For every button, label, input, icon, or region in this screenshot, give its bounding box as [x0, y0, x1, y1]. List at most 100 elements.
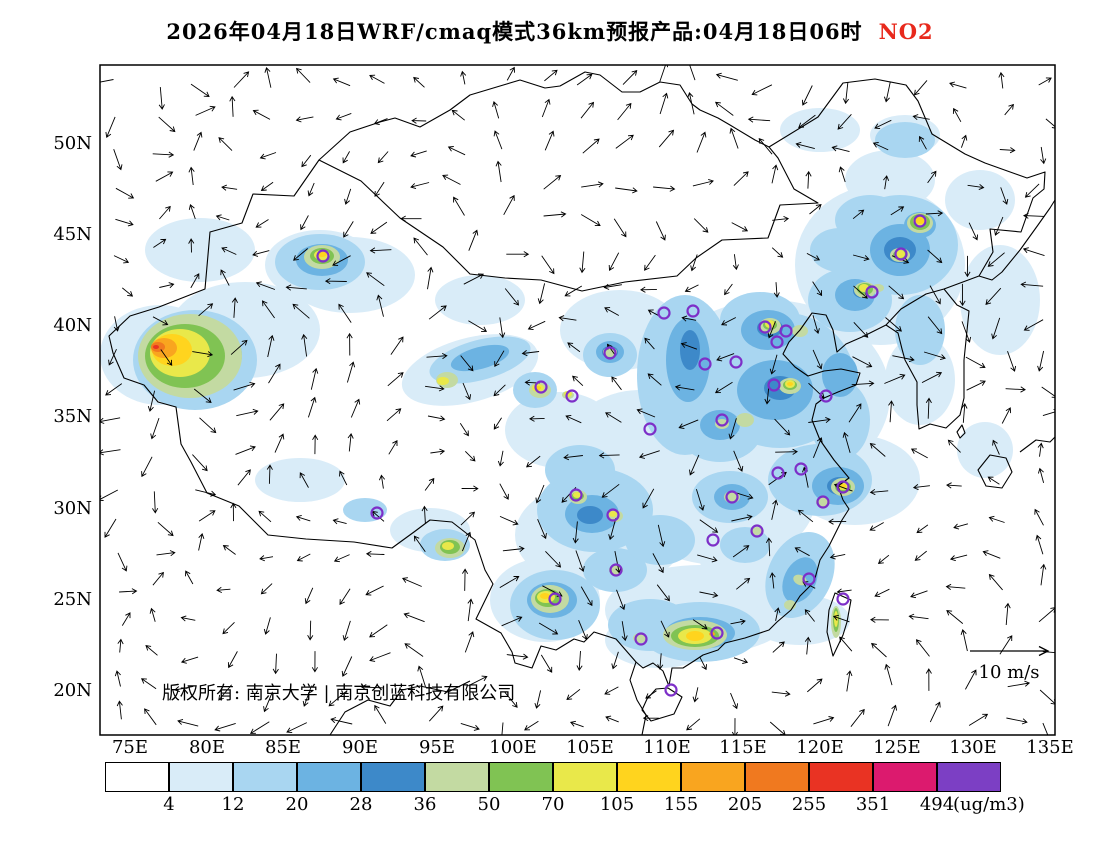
wind-arrow [537, 283, 546, 305]
colorbar-tick-label: 494 [919, 794, 955, 815]
wind-arrow [447, 146, 466, 156]
wind-arrow [647, 373, 662, 386]
wind-arrow [115, 187, 135, 199]
wind-arrow [459, 423, 469, 437]
wind-arrow [850, 708, 865, 727]
wind-arrow [222, 621, 235, 635]
wind-arrow [227, 651, 238, 669]
contour-blob [545, 445, 615, 495]
wind-arrow [501, 616, 523, 627]
wind-arrow [360, 684, 384, 691]
wind-arrow [526, 455, 541, 468]
wind-arrow [839, 636, 853, 652]
wind-arrow [603, 283, 622, 290]
city-marker [758, 320, 772, 334]
wind-arrow [411, 117, 427, 124]
wind-arrow [1020, 281, 1044, 288]
wind-arrow [527, 320, 546, 331]
wind-arrow [388, 440, 398, 455]
wind-arrow [659, 92, 669, 115]
wind-scale-arrow [970, 645, 1050, 657]
wind-arrow [615, 134, 634, 149]
wind-arrow [887, 704, 898, 727]
wind-arrow [390, 336, 404, 355]
wind-arrow [149, 607, 156, 622]
wind-arrow [774, 607, 781, 621]
contour-blob [810, 380, 870, 460]
contour-blob [845, 150, 935, 210]
wind-arrow [307, 182, 315, 197]
wind-arrow [413, 76, 425, 88]
wind-arrow [851, 380, 875, 387]
colorbar-cell [937, 762, 1001, 792]
wind-arrow [427, 415, 446, 422]
wind-arrow [342, 620, 351, 642]
wind-arrow [765, 537, 773, 557]
wind-arrow [775, 448, 798, 455]
wind-arrow [774, 418, 791, 436]
wind-arrow [374, 704, 387, 724]
city-marker [836, 480, 850, 494]
wind-arrow [113, 149, 123, 171]
taiwan-outline [826, 592, 852, 657]
wind-arrow [413, 535, 426, 553]
lon-tick-label: 110E [643, 737, 691, 758]
lat-tick-label: 25N [53, 589, 92, 610]
wind-arrow [104, 518, 117, 538]
city-marker [664, 683, 678, 697]
contour-blob [686, 631, 704, 641]
wind-arrow [460, 511, 476, 526]
lon-tick-label: 135E [1026, 737, 1074, 758]
wind-arrow [117, 638, 124, 653]
wind-arrow [644, 337, 655, 350]
wind-arrow [1040, 563, 1047, 586]
wind-arrow [999, 147, 1016, 154]
wind-arrow [263, 617, 271, 635]
wind-arrow [636, 408, 656, 418]
wind-arrow [1040, 146, 1047, 165]
wind-arrow [994, 216, 1004, 236]
wind-arrow [468, 229, 479, 251]
city-marker [706, 533, 720, 547]
wind-arrow [121, 612, 131, 626]
wind-arrow [113, 255, 130, 264]
wind-arrow [578, 620, 588, 641]
colorbar-cell [809, 762, 873, 792]
wind-arrow [985, 287, 1002, 306]
wind-arrow [807, 678, 823, 693]
lat-tick-label: 35N [53, 406, 92, 427]
wind-arrow [229, 95, 236, 117]
wind-arrow [506, 653, 529, 660]
city-marker [603, 346, 617, 360]
wind-arrow [687, 92, 695, 115]
wind-arrow [141, 456, 153, 478]
wind-arrow [180, 615, 196, 622]
colorbar-cell [681, 762, 745, 792]
wind-arrow [461, 485, 479, 492]
wind-arrow [929, 701, 941, 723]
city-marker [634, 632, 648, 646]
wind-arrow [497, 450, 504, 467]
wind-arrow [581, 181, 604, 188]
contour-blob [609, 511, 617, 517]
contour-blob [736, 413, 754, 427]
wind-arrow [453, 196, 465, 216]
wind-arrow [869, 488, 889, 496]
wind-arrow [853, 321, 869, 338]
wind-arrow [697, 554, 718, 563]
wind-arrow [575, 550, 585, 573]
contour-blob [810, 228, 870, 272]
wind-arrow [198, 533, 205, 551]
page-header: 2026年04月18日WRF/cmaq模式36km预报产品:04月18日06时 N… [0, 16, 1100, 46]
wind-arrow [580, 101, 595, 119]
wind-arrow [328, 691, 347, 707]
wind-arrow [192, 351, 214, 358]
wind-arrow [689, 454, 700, 476]
wind-arrow [499, 317, 506, 339]
contour-blob [153, 345, 159, 349]
page-title: 2026年04月18日WRF/cmaq模式36km预报产品:04月18日06时 [166, 19, 863, 44]
wind-arrow [927, 316, 943, 335]
wind-arrow [544, 69, 558, 82]
wind-arrow [188, 238, 195, 253]
wind-arrow [193, 131, 203, 151]
